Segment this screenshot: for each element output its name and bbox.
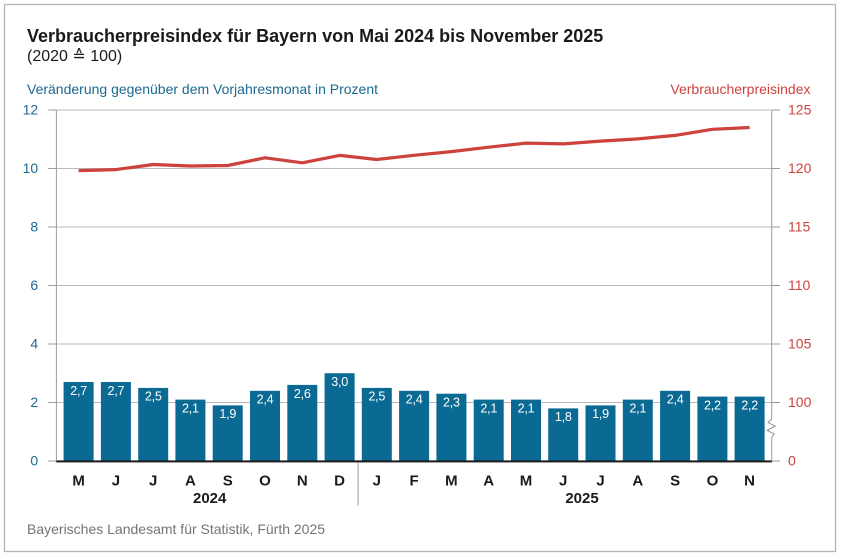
- svg-text:2: 2: [30, 394, 38, 410]
- svg-text:J: J: [596, 473, 604, 490]
- svg-text:2,4: 2,4: [406, 393, 423, 407]
- svg-text:A: A: [185, 473, 196, 490]
- svg-text:0: 0: [30, 453, 38, 469]
- svg-text:12: 12: [23, 102, 39, 118]
- svg-text:Bayerisches Landesamt für Stat: Bayerisches Landesamt für Statistik, Für…: [27, 521, 325, 537]
- svg-text:115: 115: [788, 219, 811, 235]
- svg-text:A: A: [632, 473, 643, 490]
- svg-text:2,4: 2,4: [257, 393, 274, 407]
- svg-text:2,7: 2,7: [108, 384, 125, 398]
- svg-text:0: 0: [788, 453, 796, 469]
- svg-text:N: N: [744, 473, 755, 490]
- svg-text:4: 4: [30, 336, 38, 352]
- svg-text:2,5: 2,5: [368, 390, 385, 404]
- svg-text:J: J: [112, 473, 120, 490]
- svg-text:M: M: [445, 473, 458, 490]
- svg-text:10: 10: [23, 160, 39, 176]
- svg-text:8: 8: [30, 219, 38, 235]
- svg-text:2024: 2024: [193, 490, 227, 507]
- svg-text:2,1: 2,1: [182, 401, 199, 415]
- svg-text:100: 100: [788, 394, 812, 410]
- svg-text:1,8: 1,8: [555, 410, 572, 424]
- svg-text:125: 125: [788, 102, 812, 118]
- svg-text:2,3: 2,3: [443, 396, 460, 410]
- svg-text:2,4: 2,4: [667, 393, 684, 407]
- svg-text:D: D: [334, 473, 345, 490]
- svg-text:2025: 2025: [565, 490, 598, 507]
- svg-text:1,9: 1,9: [592, 407, 609, 421]
- svg-text:S: S: [223, 473, 233, 490]
- svg-text:2,1: 2,1: [480, 401, 497, 415]
- svg-text:M: M: [520, 473, 533, 490]
- svg-text:J: J: [559, 473, 567, 490]
- svg-text:2,6: 2,6: [294, 387, 311, 401]
- svg-text:N: N: [297, 473, 308, 490]
- svg-text:Veränderung gegenüber dem Vorj: Veränderung gegenüber dem Vorjahresmonat…: [27, 81, 378, 97]
- svg-text:O: O: [259, 473, 271, 490]
- svg-text:J: J: [149, 473, 157, 490]
- svg-text:105: 105: [788, 336, 812, 352]
- svg-text:S: S: [670, 473, 680, 490]
- svg-text:2,1: 2,1: [518, 401, 535, 415]
- svg-text:(2020 ≙ 100): (2020 ≙ 100): [27, 48, 122, 65]
- svg-text:120: 120: [788, 160, 812, 176]
- svg-text:O: O: [707, 473, 719, 490]
- svg-text:J: J: [373, 473, 381, 490]
- svg-text:Verbraucherpreisindex für Baye: Verbraucherpreisindex für Bayern von Mai…: [27, 26, 603, 46]
- svg-text:110: 110: [788, 277, 811, 293]
- svg-text:6: 6: [30, 277, 38, 293]
- svg-text:M: M: [72, 473, 85, 490]
- svg-text:A: A: [483, 473, 494, 490]
- svg-text:3,0: 3,0: [331, 375, 348, 389]
- svg-text:2,2: 2,2: [741, 398, 758, 412]
- svg-text:2,1: 2,1: [629, 401, 646, 415]
- svg-text:Verbraucherpreisindex: Verbraucherpreisindex: [670, 81, 810, 97]
- svg-text:F: F: [410, 473, 419, 490]
- svg-text:2,2: 2,2: [704, 398, 721, 412]
- svg-text:2,5: 2,5: [145, 390, 162, 404]
- svg-text:2,7: 2,7: [70, 384, 87, 398]
- svg-text:1,9: 1,9: [219, 407, 236, 421]
